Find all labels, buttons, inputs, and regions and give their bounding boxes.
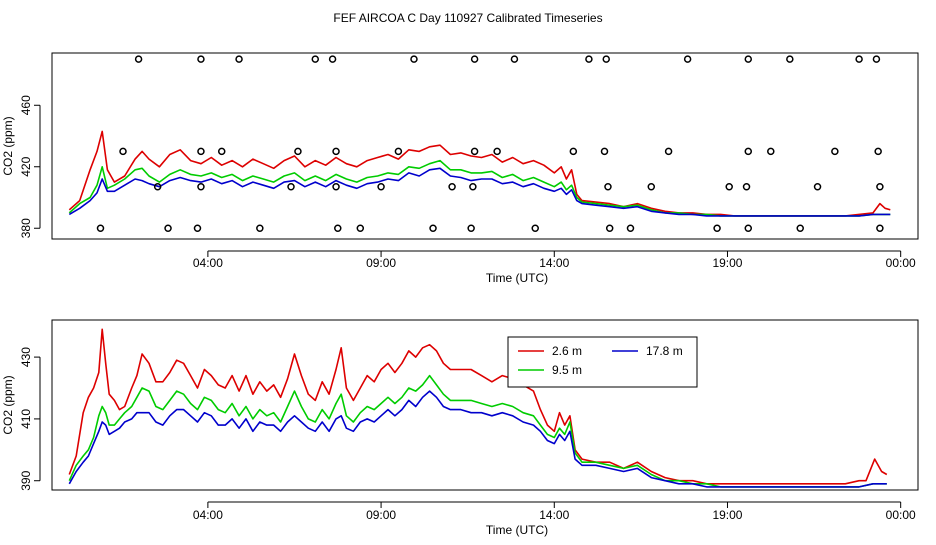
calibration-marker-point — [626, 224, 635, 232]
top-chart-panel: 04:00 09:00 14:00 19:00 00:00 380 420 460 Time (… — [1, 52, 919, 285]
calibration-marker-point — [831, 147, 839, 156]
legend-label: 9.5 m — [552, 363, 582, 377]
calibration-marker-point — [602, 55, 610, 63]
series-line-9-5-m — [68, 374, 887, 488]
calibration-marker-point — [311, 55, 320, 63]
series-line-17-8-m — [68, 390, 887, 488]
plot-frame — [51, 319, 919, 491]
x-tick-label: 04:00 — [193, 508, 223, 522]
calibration-marker-point — [197, 55, 205, 63]
calibration-marker-point — [469, 182, 477, 191]
chart-legend: 2.6 m 9.5 m 17.8 m — [507, 336, 698, 388]
calibration-marker-point — [600, 147, 609, 156]
series-line-17-8-m — [68, 167, 891, 217]
calibration-marker-point — [683, 55, 692, 63]
legend-label: 17.8 m — [646, 344, 683, 358]
calibration-marker-point — [813, 182, 822, 191]
x-axis-title: Time (UTC) — [486, 271, 548, 285]
calibration-marker-point — [510, 55, 519, 63]
calibration-marker-point — [287, 182, 295, 191]
calibration-marker-point — [197, 147, 205, 156]
calibration-marker-point — [217, 147, 226, 156]
series-line-2-6-m — [68, 328, 888, 485]
x-tick-label: 14:00 — [539, 256, 569, 270]
x-tick-label: 09:00 — [366, 256, 396, 270]
calibration-marker-point — [134, 55, 143, 63]
calibration-marker-point — [448, 182, 456, 191]
calibration-marker-point — [193, 224, 202, 232]
legend-label: 2.6 m — [552, 344, 582, 358]
y-tick-label: 380 — [19, 218, 33, 238]
calibration-marker-point — [256, 224, 264, 232]
x-tick-label: 00:00 — [886, 508, 916, 522]
x-tick-label: 14:00 — [539, 508, 569, 522]
calibration-marker-point — [742, 182, 751, 191]
calibration-marker-point — [377, 182, 385, 191]
calibration-marker-point — [197, 182, 205, 191]
calibration-marker-point — [96, 224, 105, 232]
y-axis-title: CO2 (ppm) — [1, 375, 15, 434]
calibration-marker-point — [334, 224, 342, 232]
calibration-marker-point — [470, 55, 479, 63]
y-tick-label: 390 — [19, 470, 33, 490]
calibration-marker-point — [647, 182, 656, 191]
calibration-marker-point — [467, 224, 475, 232]
calibration-marker-point — [744, 55, 753, 63]
x-axis-title: Time (UTC) — [486, 523, 548, 537]
x-tick-label: 04:00 — [193, 256, 223, 270]
plot-frame — [51, 52, 919, 240]
calibration-marker-point — [356, 224, 365, 232]
calibration-marker-point — [332, 182, 340, 191]
calibration-marker-point — [531, 224, 539, 232]
calibration-marker-point — [235, 55, 243, 63]
calibration-marker-point — [119, 147, 127, 156]
calibration-marker-point — [664, 147, 673, 156]
calibration-marker-point — [569, 147, 578, 156]
calibration-marker-point — [725, 182, 733, 191]
calibration-marker-point — [876, 224, 884, 232]
y-tick-label: 460 — [19, 95, 33, 115]
calibration-marker-point — [786, 55, 794, 63]
bottom-chart-panel: 04:00 09:00 14:00 19:00 00:00 390 410 430 Time (… — [1, 319, 919, 537]
calibration-marker-point — [328, 55, 337, 63]
legend-box — [507, 336, 698, 388]
calibration-marker-point — [855, 55, 863, 63]
calibration-marker-point — [872, 55, 881, 63]
calibration-marker-point — [767, 147, 775, 156]
calibration-marker-point — [605, 224, 614, 232]
y-tick-label: 420 — [19, 156, 33, 176]
calibration-marker-point — [410, 55, 418, 63]
calibration-marker-point — [470, 147, 479, 156]
calibration-marker-point — [429, 224, 437, 232]
x-tick-label: 00:00 — [886, 256, 916, 270]
calibration-marker-point — [585, 55, 593, 63]
y-tick-label: 410 — [19, 409, 33, 429]
calibration-marker-point — [713, 224, 721, 232]
calibration-marker-point — [164, 224, 172, 232]
calibration-marker-point — [604, 182, 612, 191]
y-tick-label: 430 — [19, 347, 33, 367]
calibration-marker-point — [153, 182, 162, 191]
calibration-marker-point — [294, 147, 302, 156]
calibration-marker-point — [796, 224, 804, 232]
calibration-marker-point — [874, 147, 882, 156]
calibration-marker-point — [876, 182, 884, 191]
calibration-marker-point — [744, 224, 753, 232]
x-tick-label: 19:00 — [712, 508, 742, 522]
x-tick-label: 09:00 — [366, 508, 396, 522]
calibration-marker-point — [744, 147, 753, 156]
figure-title: FEF AIRCOA C Day 110927 Calibrated Times… — [333, 11, 602, 25]
calibration-marker-point — [493, 147, 501, 156]
x-tick-label: 19:00 — [712, 256, 742, 270]
series-line-9-5-m — [68, 159, 891, 217]
calibration-marker-point — [394, 147, 403, 156]
calibration-marker-point — [332, 147, 340, 156]
y-axis-title: CO2 (ppm) — [1, 116, 15, 175]
